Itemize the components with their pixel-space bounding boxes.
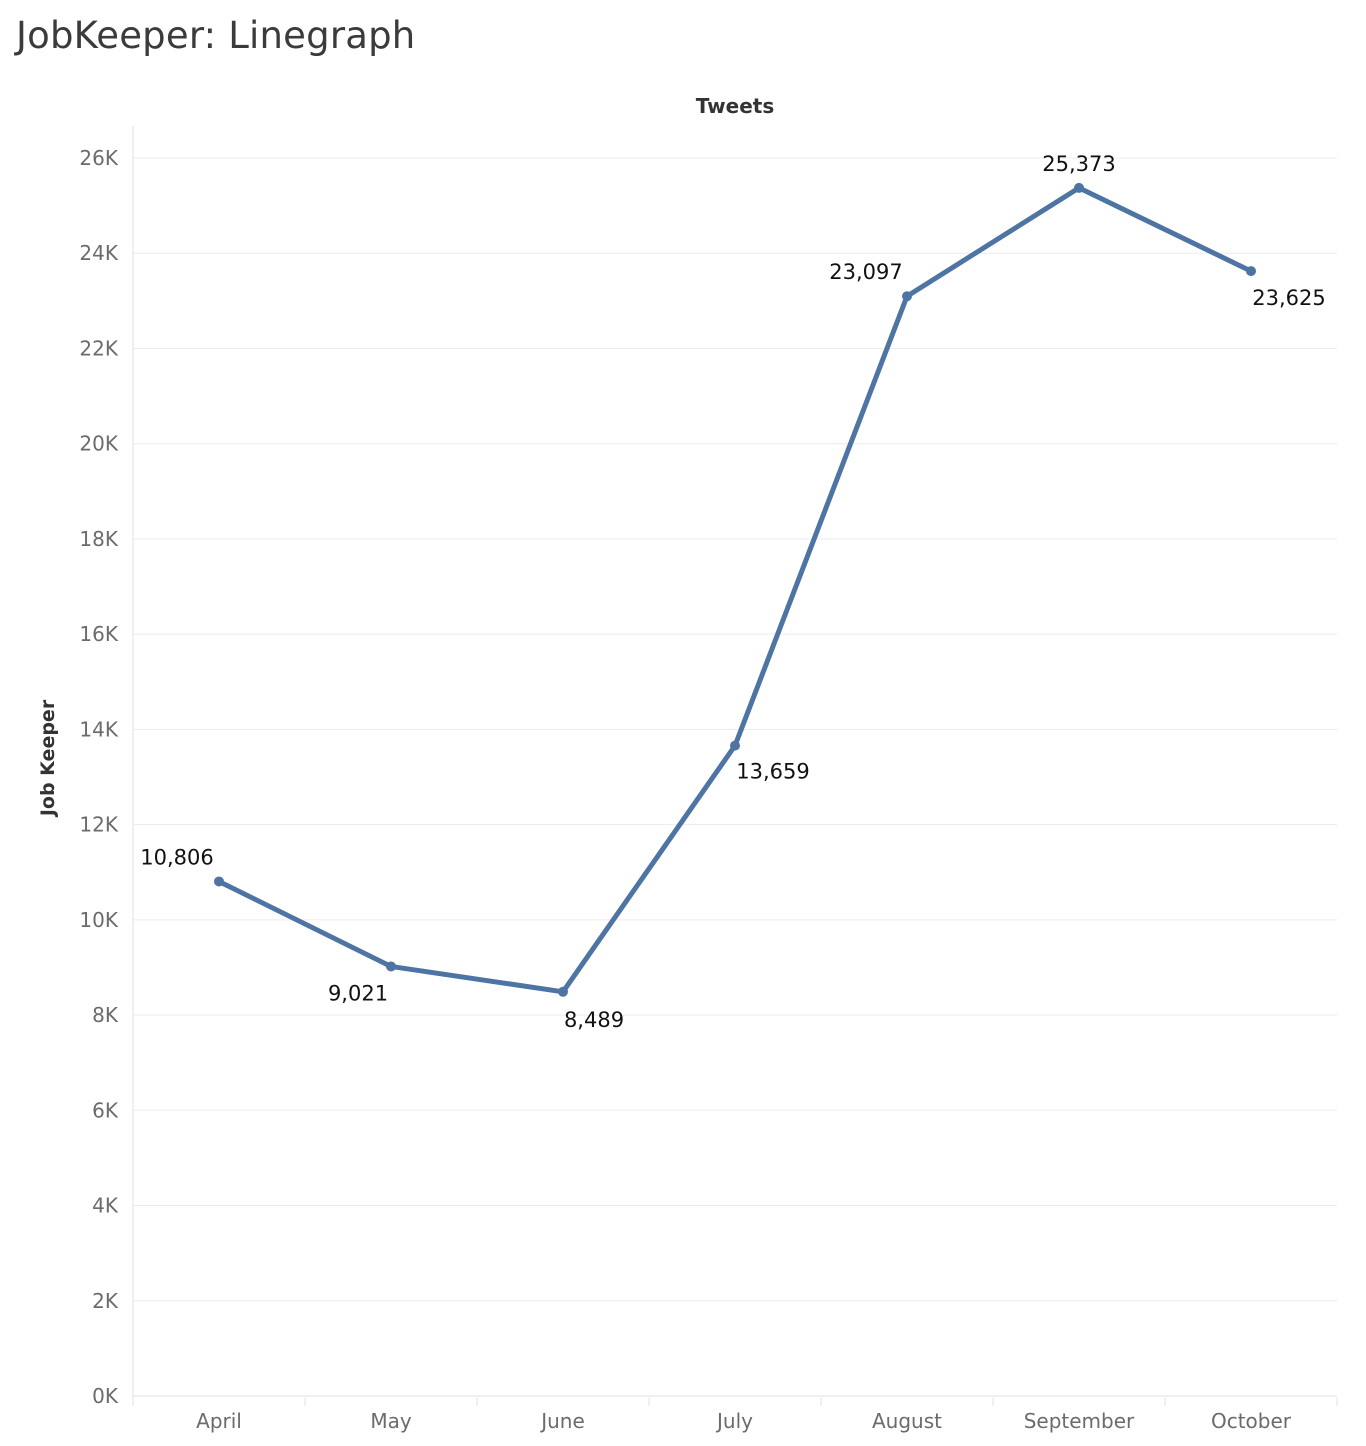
- data-label: 23,625: [1252, 286, 1325, 310]
- y-axis-title: Job Keeper: [37, 699, 59, 818]
- y-tick-label: 2K: [92, 1289, 119, 1313]
- data-labels: 10,806 9,021 8,489 13,659 23,097 25,373 23,625: [140, 152, 1325, 1032]
- y-tick-label: 22K: [79, 336, 118, 360]
- y-tick-label: 20K: [79, 432, 118, 456]
- data-label: 25,373: [1042, 152, 1115, 176]
- data-label: 23,097: [829, 260, 902, 284]
- y-tick-label: 12K: [79, 813, 118, 837]
- y-tick-label: 8K: [92, 1003, 119, 1027]
- x-tick-label: June: [539, 1409, 585, 1433]
- y-tick-label: 14K: [79, 717, 118, 741]
- y-axis-ticks: 0K 2K 4K 6K 8K 10K 12K 14K 16K 18K 20K 22K 24K 26K: [79, 146, 118, 1408]
- data-point[interactable]: [730, 740, 740, 751]
- data-label: 13,659: [736, 760, 809, 784]
- chart-header: Tweets: [696, 94, 775, 118]
- data-point[interactable]: [1074, 182, 1084, 193]
- page-title: JobKeeper: Linegraph: [16, 14, 416, 57]
- data-label: 10,806: [140, 845, 213, 869]
- series-line: [216, 185, 1254, 995]
- y-tick-label: 24K: [79, 241, 118, 265]
- data-label: 9,021: [328, 981, 388, 1005]
- x-tick-label: April: [196, 1409, 242, 1433]
- data-point[interactable]: [386, 961, 396, 972]
- x-tick-label: October: [1211, 1409, 1292, 1433]
- data-point[interactable]: [214, 876, 224, 887]
- y-tick-label: 6K: [92, 1098, 119, 1122]
- data-point[interactable]: [1246, 266, 1256, 277]
- y-tick-label: 26K: [79, 146, 118, 170]
- y-tick-label: 0K: [92, 1384, 119, 1408]
- data-point[interactable]: [558, 986, 568, 997]
- data-label: 8,489: [564, 1008, 624, 1032]
- x-axis-ticks: April May June July August September October: [196, 1409, 1292, 1433]
- x-tick-label: July: [715, 1409, 753, 1433]
- y-tick-label: 16K: [79, 622, 118, 646]
- gridlines: [133, 157, 1337, 1302]
- y-tick-label: 4K: [92, 1194, 119, 1218]
- x-tick-label: September: [1024, 1409, 1135, 1433]
- data-point[interactable]: [902, 291, 912, 302]
- x-tick-label: August: [872, 1409, 942, 1433]
- series-layer: [214, 182, 1256, 997]
- y-tick-label: 10K: [79, 908, 118, 932]
- y-tick-label: 18K: [79, 527, 118, 551]
- x-tick-label: May: [370, 1409, 412, 1433]
- axes: [132, 126, 1338, 1406]
